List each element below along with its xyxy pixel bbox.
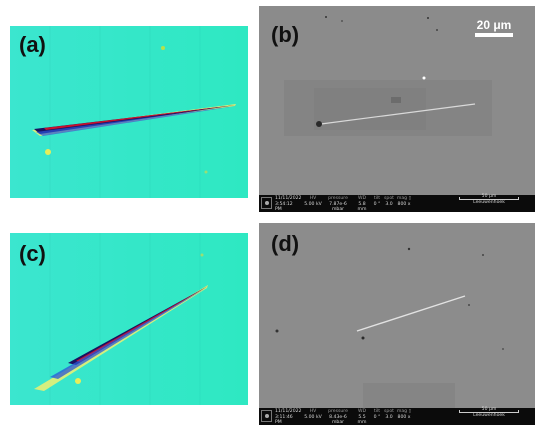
sem-spot: spot 3.0 bbox=[384, 409, 394, 420]
sem-scale: 50 µm Leeuwenhoek bbox=[459, 194, 519, 206]
panel-a-height-map: (a) bbox=[10, 26, 248, 198]
sem-mag: mag ▯ 800 x bbox=[396, 409, 412, 420]
sem-datetime: 11/11/2022 3:54:12 PM bbox=[275, 196, 302, 212]
sem-logo-icon bbox=[261, 197, 272, 209]
sem-tilt: tilt 0 ° bbox=[373, 409, 381, 420]
sem-tilt: tilt 0 ° bbox=[373, 196, 381, 207]
scale-bar-line bbox=[475, 33, 513, 37]
sem-operator: Leeuwenhoek bbox=[473, 413, 505, 418]
panel-d-sem: (d) 11/11/2022 3:11:46 PM HV 5.00 kV pres… bbox=[259, 223, 535, 425]
scale-bar-20um: 20 μm bbox=[475, 18, 513, 37]
sem-logo-icon bbox=[261, 410, 272, 422]
scratch-dark bbox=[68, 286, 208, 365]
sem-pressure: pressure 8.43e-6 mbar bbox=[328, 409, 348, 425]
sem-wd: WD 5.8 mm bbox=[357, 196, 367, 212]
sem-info-bar-d: 11/11/2022 3:11:46 PM HV 5.00 kV pressure… bbox=[259, 407, 535, 425]
sem-d-image bbox=[259, 223, 535, 425]
panel-d-label: (d) bbox=[271, 231, 300, 256]
sem-scale: 50 µm Leeuwenhoek bbox=[459, 407, 519, 419]
panel-c-label: (c) bbox=[19, 241, 46, 266]
panel-c-height-map: (c) bbox=[10, 233, 248, 405]
sem-mag: mag ▯ 800 x bbox=[396, 196, 412, 207]
sem-hv: HV 5.00 kV bbox=[304, 409, 322, 420]
height-map-a-image bbox=[10, 26, 248, 198]
sem-wd: WD 5.5 mm bbox=[357, 409, 367, 425]
sem-info-bar-b: 11/11/2022 3:54:12 PM HV 5.00 kV pressure… bbox=[259, 194, 535, 212]
sem-scale-line: 50 µm bbox=[459, 194, 519, 200]
sem-operator: Leeuwenhoek bbox=[473, 200, 505, 205]
scratch-line bbox=[320, 103, 476, 125]
scratch-line bbox=[356, 295, 466, 332]
sem-hv: HV 5.00 kV bbox=[304, 196, 322, 207]
panel-a-label: (a) bbox=[19, 32, 46, 57]
panel-b-label: (b) bbox=[271, 22, 300, 47]
sem-scale-line: 50 µm bbox=[459, 407, 519, 413]
sem-b-image bbox=[259, 6, 535, 212]
scratch-red bbox=[76, 286, 208, 362]
height-map-c-image bbox=[10, 233, 248, 405]
sem-pressure: pressure 7.87e-6 mbar bbox=[328, 196, 348, 212]
panel-b-sem: (b) 20 μm 11/11/2022 3:54:12 PM HV 5.00 k… bbox=[259, 6, 535, 212]
scale-bar-label: 20 μm bbox=[476, 18, 512, 32]
sem-spot: spot 3.0 bbox=[384, 196, 394, 207]
scratch-red bbox=[44, 105, 236, 130]
sem-datetime: 11/11/2022 3:11:46 PM bbox=[275, 409, 302, 425]
